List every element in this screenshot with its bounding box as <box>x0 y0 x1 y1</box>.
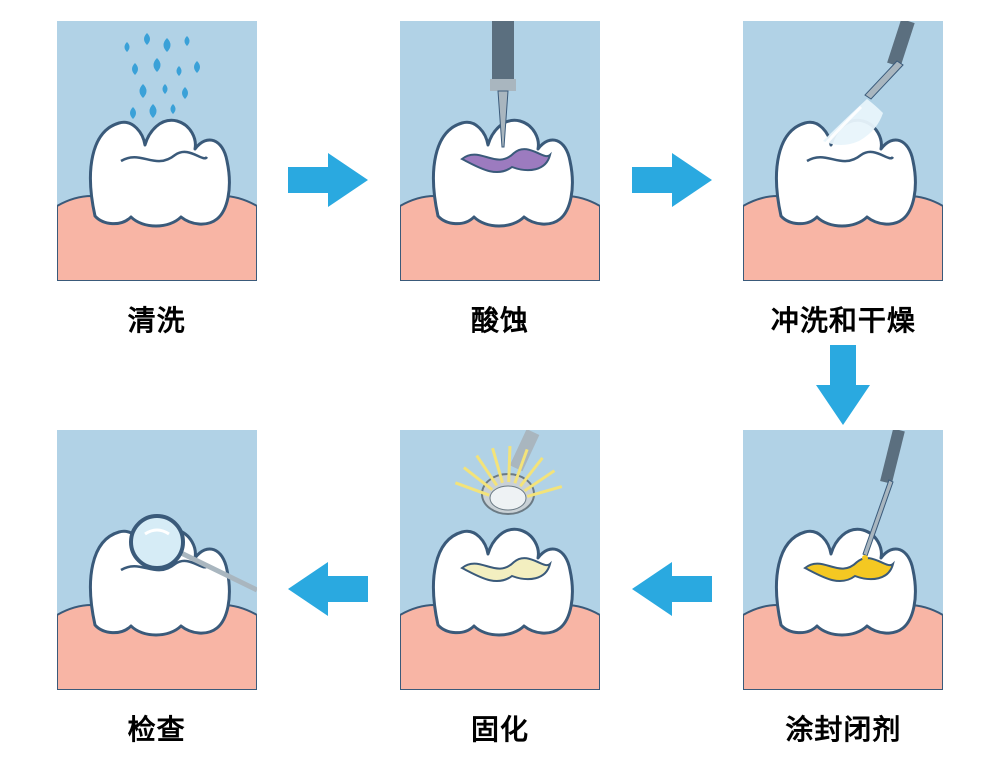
step-seal: 涂封闭剂 <box>717 430 970 748</box>
step-seal-label: 涂封闭剂 <box>785 708 901 748</box>
step-etch: 酸蚀 <box>373 21 626 339</box>
arrow-1 <box>283 135 373 225</box>
step-cure: 固化 <box>373 430 626 748</box>
arrow-2 <box>627 135 717 225</box>
step-etch-panel <box>400 21 600 281</box>
infographic-grid: 清洗 酸蚀 冲洗和干燥 检查 固化 <box>0 0 1000 779</box>
step-etch-label: 酸蚀 <box>471 299 529 339</box>
step-rinse-label: 冲洗和干燥 <box>771 299 916 339</box>
step-clean: 清洗 <box>30 21 283 339</box>
step-cure-label: 固化 <box>471 708 529 748</box>
step-clean-label: 清洗 <box>128 299 186 339</box>
step-rinse-panel <box>743 21 943 281</box>
step-seal-panel <box>743 430 943 690</box>
step-check-label: 检查 <box>128 708 186 748</box>
arrow-5 <box>283 544 373 634</box>
step-clean-panel <box>57 21 257 281</box>
arrow-4 <box>627 544 717 634</box>
step-check-panel <box>57 430 257 690</box>
step-check: 检查 <box>30 430 283 748</box>
step-rinse: 冲洗和干燥 <box>717 21 970 339</box>
step-cure-panel <box>400 430 600 690</box>
arrow-3 <box>798 340 888 430</box>
